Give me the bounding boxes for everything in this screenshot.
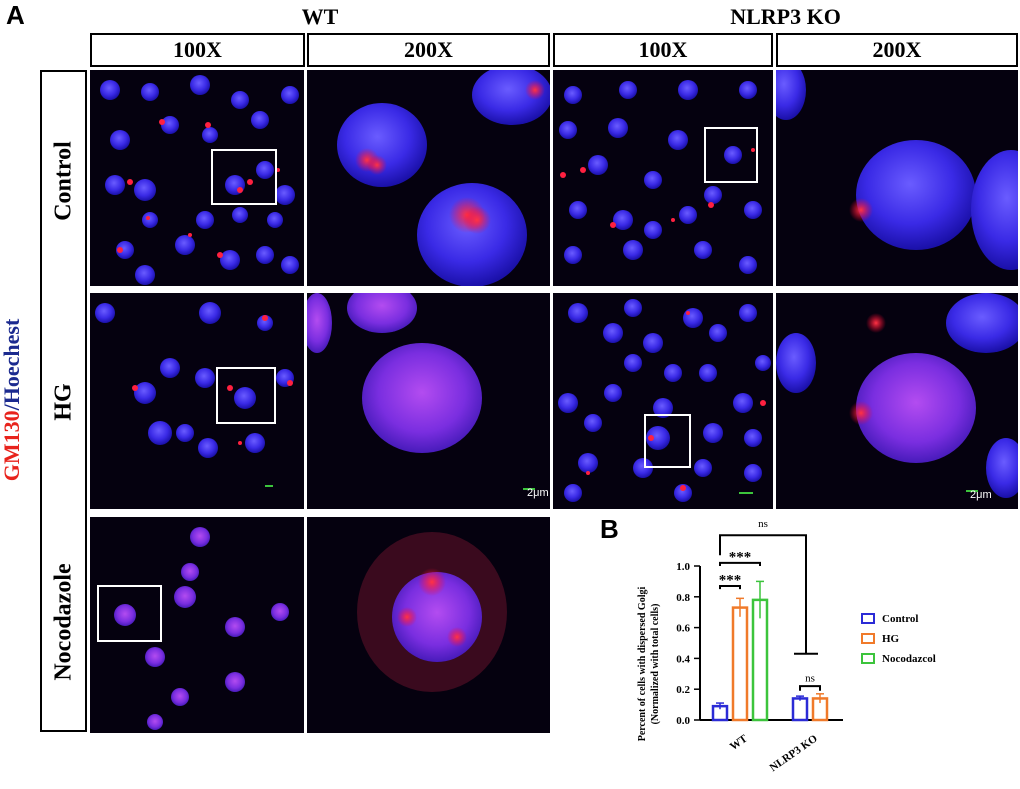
legend-swatch-control bbox=[861, 613, 875, 624]
mag-header-ko-200x: 200X bbox=[776, 33, 1018, 67]
mag-header-wt-200x: 200X bbox=[307, 33, 550, 67]
sig-label-ns-top: ns bbox=[758, 518, 768, 530]
mag-header-ko-100x: 100X bbox=[553, 33, 773, 67]
micrograph-wt-nocodazole-200x bbox=[307, 517, 550, 733]
micrograph-wt-control-100x bbox=[90, 70, 304, 286]
row-label-control: Control bbox=[42, 72, 85, 290]
dispersed-golgi-bar-chart: Percent of cells with dispersed Golgi (N… bbox=[637, 518, 936, 774]
y-axis-label-line1: Percent of cells with dispersed Golgi bbox=[637, 587, 648, 742]
legend-label-nocodazcol: Nocodazcol bbox=[882, 653, 936, 665]
scale-bar-label: 2μm bbox=[970, 489, 992, 501]
stain-hoechst: Hoechest bbox=[0, 318, 24, 405]
sig-label-ko-ns: ns bbox=[805, 673, 815, 685]
significance-annotations: *** *** ns ns bbox=[719, 518, 821, 691]
micrograph-wt-hg-200x: 2μm bbox=[307, 293, 550, 509]
stain-separator: / bbox=[0, 404, 24, 411]
row-text-nocodazole: Nocodazole bbox=[50, 563, 76, 681]
x-axis-labels: WT NLRP3 KO bbox=[728, 732, 820, 774]
legend-swatch-nocodazcol bbox=[861, 653, 875, 664]
micrograph-wt-nocodazole-100x bbox=[90, 517, 304, 733]
sig-bracket-top bbox=[719, 534, 807, 654]
y-tick-label: 0.2 bbox=[676, 684, 690, 696]
bar-hg-0 bbox=[731, 606, 749, 722]
row-label-nocodazole: Nocodazole bbox=[42, 514, 85, 730]
mag-label: 100X bbox=[638, 37, 688, 62]
mag-label: 100X bbox=[173, 37, 222, 62]
row-label-hg: HG bbox=[42, 294, 85, 510]
y-axis-label-line2: (Normalized with total cells) bbox=[650, 604, 661, 725]
stain-gm130: GM130 bbox=[0, 410, 24, 482]
scale-bar-label: 2μm bbox=[527, 487, 549, 499]
micrograph-wt-hg-100x bbox=[90, 293, 304, 509]
sig-bracket-wt-hg bbox=[719, 585, 741, 590]
y-tick-label: 1.0 bbox=[676, 561, 690, 573]
sig-label-wt-hg: *** bbox=[719, 572, 742, 588]
micrograph-ko-hg-100x bbox=[553, 293, 773, 509]
micrograph-ko-control-100x bbox=[553, 70, 773, 286]
panel-a-letter: A bbox=[6, 0, 25, 30]
sig-bracket-wt-noc bbox=[719, 561, 761, 566]
legend-swatch-hg bbox=[861, 633, 875, 644]
micrograph-ko-control-200x bbox=[776, 70, 1018, 286]
x-tick-label: NLRP3 KO bbox=[768, 732, 821, 774]
panel-b-letter: B bbox=[600, 514, 619, 544]
y-tick-label: 0.6 bbox=[676, 623, 690, 635]
y-tick-label: 0.0 bbox=[676, 715, 690, 727]
group-title-wt: WT bbox=[301, 4, 339, 29]
row-text-hg: HG bbox=[50, 383, 76, 421]
row-text-control: Control bbox=[50, 141, 76, 221]
bar-control-1 bbox=[791, 697, 809, 722]
chart-legend: Control HG Nocodazcol bbox=[861, 613, 936, 665]
legend-label-hg: HG bbox=[882, 633, 900, 645]
mag-header-wt-100x: 100X bbox=[90, 33, 305, 67]
stain-label: GM130/Hoechest bbox=[0, 319, 25, 482]
mag-label: 200X bbox=[872, 37, 922, 62]
sig-bracket-ko bbox=[799, 685, 821, 691]
mag-label: 200X bbox=[404, 37, 453, 62]
micrograph-wt-control-200x bbox=[307, 70, 550, 286]
bars-group bbox=[711, 580, 829, 722]
y-tick-label: 0.4 bbox=[676, 653, 690, 665]
x-tick-label: WT bbox=[728, 732, 750, 753]
sig-label-wt-noc: *** bbox=[729, 549, 752, 565]
row-label-column: Control HG Nocodazole bbox=[40, 70, 87, 732]
y-axis-ticks: 0.0 0.2 0.4 0.6 0.8 1.0 bbox=[676, 561, 700, 727]
micrograph-ko-hg-200x: 2μm bbox=[776, 293, 1018, 509]
group-title-nlrp3-ko: NLRP3 KO bbox=[730, 4, 841, 29]
legend-label-control: Control bbox=[882, 613, 918, 625]
y-tick-label: 0.8 bbox=[676, 592, 690, 604]
